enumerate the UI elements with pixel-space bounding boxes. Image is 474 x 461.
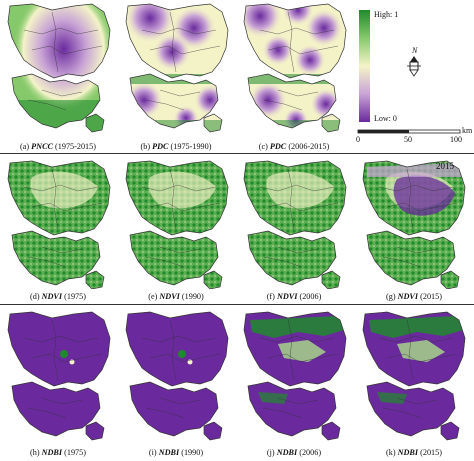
map-panel-g xyxy=(356,157,470,289)
map-k xyxy=(362,311,466,441)
legend-high-label: High: 1 xyxy=(374,10,399,19)
scale-tick-50: 50 xyxy=(404,135,412,144)
scale-tick-0: 0 xyxy=(356,135,360,144)
row-divider-1 xyxy=(0,153,474,154)
legend-color-bar xyxy=(359,10,370,122)
north-label: N xyxy=(412,46,418,55)
map-j xyxy=(243,311,347,441)
caption-f: (f) NDVI (2006) xyxy=(266,292,322,301)
scale-tick-100: 100 xyxy=(450,135,462,144)
map-panel-c xyxy=(238,0,350,140)
map-c xyxy=(243,3,347,133)
map-e xyxy=(125,160,229,289)
map-i xyxy=(125,311,229,441)
map-panel-f xyxy=(238,157,350,289)
legend-low-label: Low: 0 xyxy=(374,114,397,123)
caption-e: (e) NDVI (1990) xyxy=(148,292,204,301)
map-panel-h xyxy=(2,308,114,446)
caption-c: (c) PDC (2006-2015) xyxy=(258,142,330,151)
year-tag-2015: 2015 xyxy=(436,161,454,171)
map-panel-b xyxy=(120,0,232,140)
row-divider-2 xyxy=(0,304,474,305)
map-b xyxy=(125,3,229,133)
scale-bar xyxy=(357,129,461,134)
map-g xyxy=(362,160,466,289)
map-panel-k xyxy=(356,308,470,446)
caption-b: (b) PDC (1975-1990) xyxy=(140,142,212,151)
map-h xyxy=(7,311,111,441)
map-d xyxy=(7,160,111,289)
map-panel-e xyxy=(120,157,232,289)
caption-g: (g) NDVI (2015) xyxy=(386,292,442,301)
map-f xyxy=(243,160,347,289)
north-arrow-icon xyxy=(407,56,421,77)
map-panel-j xyxy=(238,308,350,446)
caption-d: (d) NDVI (1975) xyxy=(30,292,86,301)
map-panel-a xyxy=(2,0,114,140)
caption-i: (i) NDBI (1990) xyxy=(148,448,204,457)
color-legend: High: 1 Low: 0 N 0 50 100 km xyxy=(356,8,472,148)
map-panel-d xyxy=(2,157,114,289)
caption-j: (j) NDBI (2006) xyxy=(266,448,322,457)
caption-h: (h) NDBI (1975) xyxy=(30,448,86,457)
map-panel-i xyxy=(120,308,232,446)
caption-a: (a) PNCC (1975-2015) xyxy=(20,142,96,151)
caption-k: (k) NDBI (2015) xyxy=(386,448,442,457)
map-a xyxy=(7,3,111,133)
legend-graphic xyxy=(357,10,461,134)
scale-unit: km xyxy=(462,126,473,135)
